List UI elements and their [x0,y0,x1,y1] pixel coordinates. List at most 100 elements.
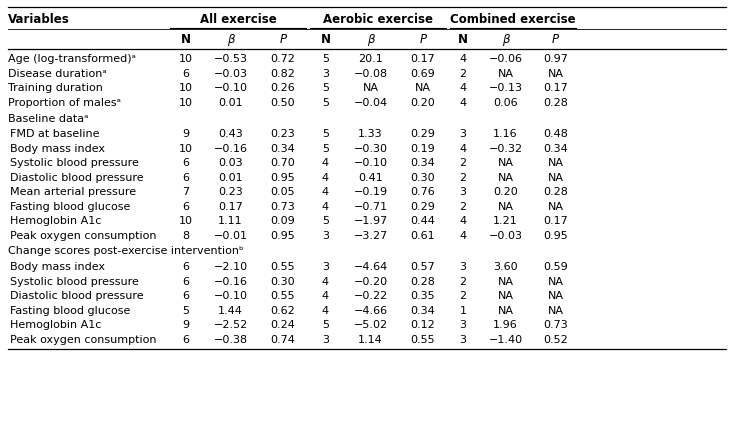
Text: NA: NA [548,291,564,301]
Text: 0.17: 0.17 [410,54,435,64]
Text: Change scores post-exercise interventionᵇ: Change scores post-exercise intervention… [8,247,244,256]
Text: 4: 4 [322,202,329,212]
Text: Systolic blood pressure: Systolic blood pressure [10,158,139,168]
Text: 0.43: 0.43 [218,129,243,139]
Text: Proportion of malesᵃ: Proportion of malesᵃ [8,98,121,108]
Text: Disease durationᵃ: Disease durationᵃ [8,69,106,79]
Text: 1.33: 1.33 [358,129,383,139]
Text: −0.38: −0.38 [214,335,247,345]
Text: 6: 6 [182,69,189,79]
Text: 4: 4 [459,83,467,93]
Text: −0.20: −0.20 [354,277,388,287]
Text: NA: NA [548,277,564,287]
Text: −0.08: −0.08 [354,69,388,79]
Text: 0.35: 0.35 [411,291,435,301]
Text: 0.59: 0.59 [543,262,568,272]
Text: 3: 3 [459,129,467,139]
Text: 6: 6 [182,335,189,345]
Text: β: β [367,33,374,47]
Text: 20.1: 20.1 [358,54,383,64]
Text: NA: NA [498,202,514,212]
Text: All exercise: All exercise [200,13,277,25]
Text: 0.20: 0.20 [410,98,435,108]
Text: 0.97: 0.97 [543,54,568,64]
Text: 0.72: 0.72 [271,54,296,64]
Text: 5: 5 [322,83,329,93]
Text: 4: 4 [459,54,467,64]
Text: −2.52: −2.52 [214,320,247,330]
Text: Baseline dataᵃ: Baseline dataᵃ [8,113,89,124]
Text: 4: 4 [322,277,329,287]
Text: 6: 6 [182,158,189,168]
Text: 0.26: 0.26 [271,83,295,93]
Text: β: β [502,33,509,47]
Text: −0.19: −0.19 [354,187,388,197]
Text: 1: 1 [459,306,467,316]
Text: 1.21: 1.21 [493,216,518,226]
Text: −0.04: −0.04 [354,98,388,108]
Text: 0.28: 0.28 [543,187,568,197]
Text: 4: 4 [459,98,467,108]
Text: 0.61: 0.61 [411,231,435,241]
Text: 0.95: 0.95 [271,231,295,241]
Text: Hemoglobin A1c: Hemoglobin A1c [10,216,101,226]
Text: −0.16: −0.16 [214,277,247,287]
Text: 10: 10 [178,144,192,154]
Text: 5: 5 [322,98,329,108]
Text: 0.20: 0.20 [493,187,518,197]
Text: 10: 10 [178,98,192,108]
Text: 0.69: 0.69 [410,69,435,79]
Text: NA: NA [548,202,564,212]
Text: NA: NA [498,158,514,168]
Text: 4: 4 [322,173,329,183]
Text: 0.17: 0.17 [543,216,568,226]
Text: 0.44: 0.44 [410,216,435,226]
Text: Systolic blood pressure: Systolic blood pressure [10,277,139,287]
Text: 0.17: 0.17 [543,83,568,93]
Text: 0.70: 0.70 [271,158,295,168]
Text: −0.53: −0.53 [214,54,247,64]
Text: −1.40: −1.40 [488,335,523,345]
Text: NA: NA [548,69,564,79]
Text: −3.27: −3.27 [353,231,388,241]
Text: 0.30: 0.30 [411,173,435,183]
Text: 0.48: 0.48 [543,129,568,139]
Text: 0.29: 0.29 [410,202,435,212]
Text: 0.19: 0.19 [410,144,435,154]
Text: 1.11: 1.11 [218,216,243,226]
Text: 4: 4 [322,291,329,301]
Text: 4: 4 [322,306,329,316]
Text: 0.17: 0.17 [218,202,243,212]
Text: 0.06: 0.06 [493,98,517,108]
Text: 0.05: 0.05 [271,187,295,197]
Text: NA: NA [498,291,514,301]
Text: −4.64: −4.64 [353,262,388,272]
Text: 0.55: 0.55 [271,262,295,272]
Text: Hemoglobin A1c: Hemoglobin A1c [10,320,101,330]
Text: 1.44: 1.44 [218,306,243,316]
Text: 10: 10 [178,54,192,64]
Text: Body mass index: Body mass index [10,262,105,272]
Text: 3: 3 [459,335,467,345]
Text: −0.30: −0.30 [354,144,388,154]
Text: −0.03: −0.03 [214,69,247,79]
Text: NA: NA [548,158,564,168]
Text: NA: NA [498,173,514,183]
Text: 6: 6 [182,277,189,287]
Text: NA: NA [548,173,564,183]
Text: Diastolic blood pressure: Diastolic blood pressure [10,291,144,301]
Text: P: P [552,33,559,47]
Text: NA: NA [415,83,431,93]
Text: Diastolic blood pressure: Diastolic blood pressure [10,173,144,183]
Text: 5: 5 [322,144,329,154]
Text: −2.10: −2.10 [214,262,247,272]
Text: 4: 4 [459,231,467,241]
Text: −5.02: −5.02 [354,320,388,330]
Text: 6: 6 [182,291,189,301]
Text: 0.12: 0.12 [410,320,435,330]
Text: 10: 10 [178,216,192,226]
Text: 0.09: 0.09 [271,216,295,226]
Text: 2: 2 [459,202,467,212]
Text: 0.73: 0.73 [543,320,568,330]
Text: 0.82: 0.82 [271,69,296,79]
